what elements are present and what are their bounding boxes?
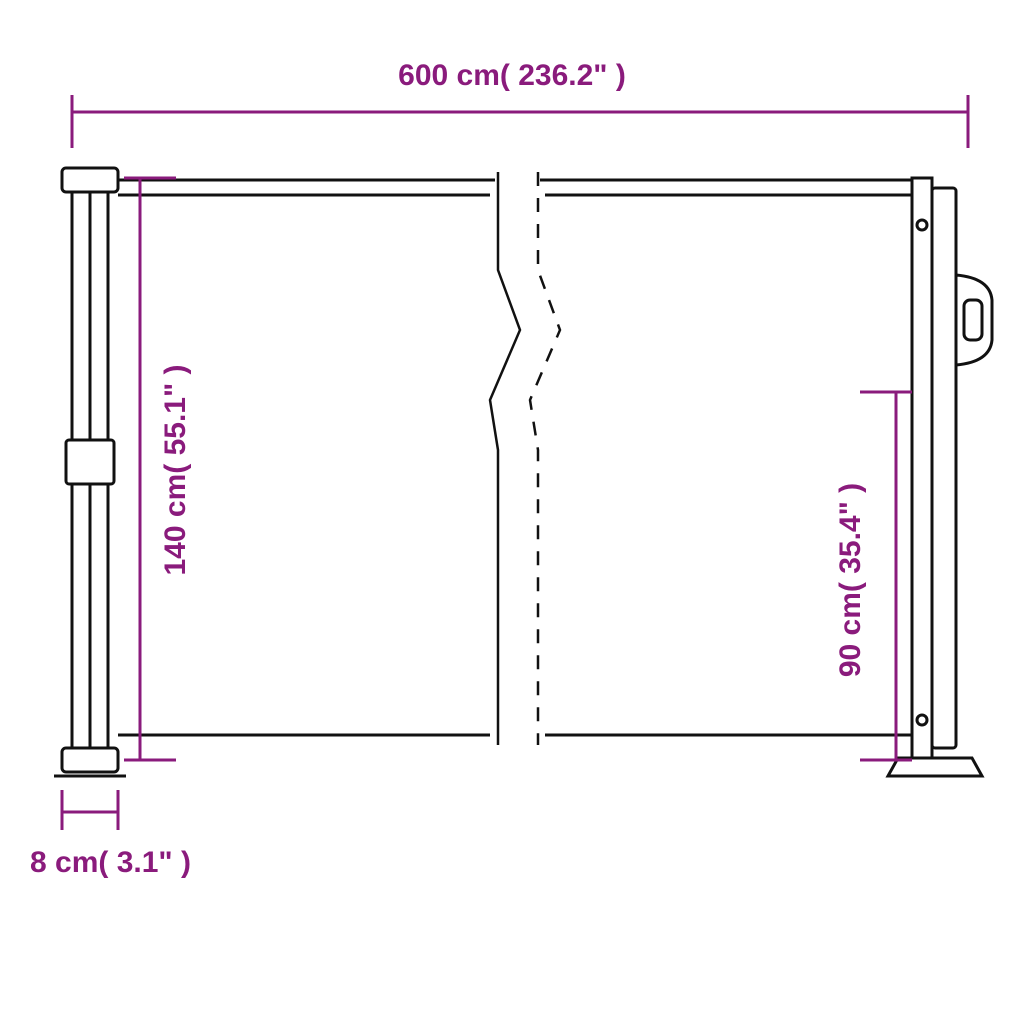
left-post bbox=[54, 168, 126, 776]
dim-depth: 8 cm( 3.1" ) bbox=[30, 790, 191, 879]
dim-width: 600 cm( 236.2" ) bbox=[72, 59, 968, 148]
right-post bbox=[888, 178, 992, 776]
dimension-diagram: 600 cm( 236.2" ) bbox=[0, 0, 1024, 1024]
dim-depth-label: 8 cm( 3.1" ) bbox=[30, 846, 191, 879]
dim-post-height-label: 90 cm( 35.4" ) bbox=[834, 483, 867, 677]
dim-height-label: 140 cm( 55.1" ) bbox=[159, 364, 192, 575]
product-outline bbox=[54, 168, 992, 776]
dim-post-height: 90 cm( 35.4" ) bbox=[834, 392, 912, 760]
dim-height: 140 cm( 55.1" ) bbox=[124, 178, 192, 760]
dim-width-label: 600 cm( 236.2" ) bbox=[398, 59, 626, 92]
handle-icon bbox=[956, 275, 992, 365]
